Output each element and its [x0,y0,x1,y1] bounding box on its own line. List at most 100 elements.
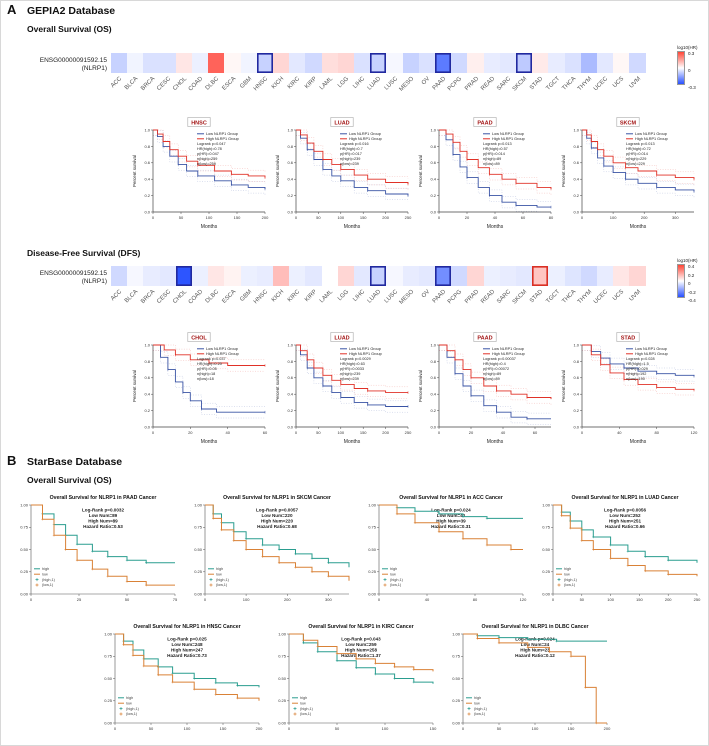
svg-text:0: 0 [438,215,441,220]
gene-id: ENSG00000091592.15 [39,57,107,64]
colorbar-gradient [677,51,685,85]
legend-low-label: Low NLRP1 Group [349,347,381,351]
svg-text:0.75: 0.75 [194,525,203,530]
heatmap-cell-PAAD [435,53,452,73]
heatmap-cell-PRAD [467,53,484,73]
svg-text:0.75: 0.75 [542,525,551,530]
heatmap-cell-KIRC [289,266,306,286]
heatmap-cell-KIRP [305,266,322,286]
svg-text:150: 150 [636,597,643,602]
km-stat: HR(high)=0.63 [340,362,365,366]
starbase-km-plot: Overall Survival for NLRP1 in HNSC Cance… [104,624,263,731]
heatmap-cell-KIRC [289,53,306,73]
y-axis-label: Percent survival [561,155,566,187]
svg-text:0.2: 0.2 [430,408,436,413]
heatmap-cell-LIHC [354,266,371,286]
y-axis-label: Percent survival [418,155,423,187]
svg-text:0.4: 0.4 [430,177,436,182]
km-stat: n(high)=239 [340,372,360,376]
heatmap-cell-OV [418,266,435,286]
legend-item: (high,1) [216,578,230,582]
km-stat: Hazard Ratio=0.53 [83,524,123,529]
svg-text:0.2: 0.2 [144,193,150,198]
svg-text:200: 200 [641,215,648,220]
os-heatmap-row-label: ENSG00000091592.15 (NLRP1) [1,57,107,73]
heatmap-cell-KICH [273,266,290,286]
km-plot-title: SKCM [620,121,637,127]
heatmap-cell-READ [483,266,500,286]
legend-high-label: High NLRP1 Group [206,352,239,356]
legend-low-label: Low NLRP1 Group [635,347,667,351]
km-stat: n(low)=239 [340,162,359,166]
svg-text:1.00: 1.00 [368,502,377,507]
svg-text:0: 0 [30,597,33,602]
svg-text:100: 100 [337,430,344,435]
heatmap-cell-THYM [580,53,597,73]
heatmap-cell-DLBC [208,266,225,286]
svg-text:200: 200 [284,597,291,602]
svg-text:75: 75 [173,597,178,602]
km-stat: HR(high)=0.57 [483,147,508,151]
km-stat: p(HR)=0.0033 [340,367,364,371]
svg-text:50: 50 [125,597,130,602]
heatmap-cell-UCS [613,266,630,286]
km-stat: p(HR)=0.029 [626,367,648,371]
starbase-km-row-2: Overall Survival for NLRP1 in HNSC Cance… [93,620,613,744]
legend-item: high [300,696,307,700]
heatmap-cell-LUSC [386,266,403,286]
legend-item: (high,1) [42,578,56,582]
km-stat: Low Num=89 [89,513,118,518]
panel-a-os-subtitle: Overall Survival (OS) [27,24,112,34]
heatmap-cell-PCPG [451,266,468,286]
svg-text:0.0: 0.0 [573,424,579,429]
km-stat: Hazard Ratio=1.37 [341,653,381,658]
km-stat: n(low)=190 [626,377,645,381]
x-axis-label: Months [487,439,504,445]
km-plot-title: LUAD [334,336,349,342]
km-stat: p(HR)=0.014 [483,152,505,156]
legend-high-label: High NLRP1 Group [492,352,525,356]
svg-text:0: 0 [378,597,381,602]
x-axis-label: Months [201,439,218,445]
colorbar-tick: -0.2 [688,289,696,295]
legend-item: (high,1) [564,578,578,582]
svg-text:0.25: 0.25 [194,569,203,574]
legend-item: high [126,696,133,700]
svg-text:0: 0 [204,597,207,602]
svg-text:1.0: 1.0 [287,342,293,347]
svg-text:250: 250 [694,597,701,602]
km-stat: Log-Rank p=0.024 [431,508,471,513]
km-plot-title: PAAD [477,121,492,127]
km-plot-title: CHOL [191,336,207,342]
gepia-km-plot-HNSC: HNSC 0.0 0.2 0.4 0.6 0.8 1.0 0 50 100 150 200 Percen… [132,117,269,230]
km-stat: n(low)=259 [197,162,216,166]
svg-text:50: 50 [179,215,184,220]
legend-item: low [42,572,48,576]
heatmap-cell-CESC [159,266,176,286]
heatmap-cell-CHOL [175,266,192,286]
svg-text:0.0: 0.0 [287,424,293,429]
svg-text:1.0: 1.0 [430,342,436,347]
heatmap-cell-BLCA [127,53,144,73]
svg-text:0: 0 [581,215,584,220]
svg-text:0.6: 0.6 [430,160,436,165]
heatmap-cell-OV [418,53,435,73]
km-stat: Low Num=24 [521,642,550,647]
gepia-km-plot-SKCM: SKCM 0.0 0.2 0.4 0.6 0.8 1.0 0 100 200 300 Percent … [561,117,695,230]
legend-high-label: High NLRP1 Group [635,137,668,141]
km-stat: n(high)=259 [197,157,217,161]
legend-item: (high,1) [474,707,488,711]
svg-text:0.4: 0.4 [573,392,579,397]
colorbar-title: log10(HR) [677,45,698,50]
panel-b-title: StarBase Database [27,456,123,468]
legend-item: (low,1) [390,583,402,587]
heatmap-cell-MESO [402,266,419,286]
heatmap-cell-BLCA [127,266,144,286]
y-axis-label: Percent survival [418,370,423,402]
svg-text:300: 300 [672,215,679,220]
km-stat: Log-Rank p=0.025 [167,637,207,642]
starbase-km-plot: Overall Survival for NLRP1 in SKCM Cance… [194,495,350,602]
heatmap-cell-UCEC [597,266,614,286]
km-stat: Low Num=252 [609,513,640,518]
